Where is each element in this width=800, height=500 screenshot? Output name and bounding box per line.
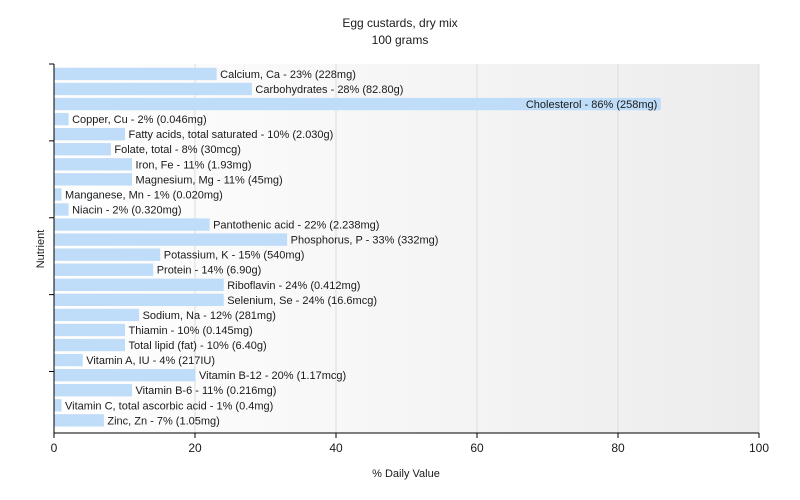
bar-label: Copper, Cu - 2% (0.046mg)	[72, 114, 207, 126]
bar-riboflavin	[54, 278, 224, 291]
bar-selenium-se	[54, 293, 224, 307]
bar-phosphorus-p	[54, 233, 288, 246]
bar-sodium-na	[54, 308, 140, 322]
bar-zinc-zn	[54, 414, 104, 427]
bar-label: Potassium, K - 15% (540mg)	[164, 250, 305, 262]
x-tick-label: 80	[611, 441, 625, 455]
bar-label: Calcium, Ca - 23% (228mg)	[220, 69, 356, 81]
bar-label: Sodium, Na - 12% (281mg)	[143, 310, 276, 322]
bar-cholesterol	[54, 97, 661, 111]
x-tick-label: 20	[188, 441, 202, 455]
bar-label: Riboflavin - 24% (0.412mg)	[227, 280, 360, 292]
bar-label: Vitamin A, IU - 4% (217IU)	[86, 355, 215, 367]
bar-label: Manganese, Mn - 1% (0.020mg)	[65, 189, 223, 201]
bar-manganese-mn	[54, 188, 62, 201]
bar-label: Phosphorus, P - 33% (332mg)	[291, 235, 439, 247]
bar-label: Carbohydrates - 28% (82.80g)	[255, 84, 403, 96]
bar-iron-fe	[54, 158, 133, 171]
bar-copper-cu	[54, 112, 69, 126]
x-axis-label: % Daily Value	[372, 468, 440, 480]
bar-vitamin-c-total-ascorbic-acid	[54, 399, 62, 412]
bar-vitamin-a-iu	[54, 353, 83, 367]
bar-label: Vitamin B-6 - 11% (0.216mg)	[136, 385, 277, 397]
x-tick-labels: 0 20 40 60 80 100	[51, 441, 770, 455]
bar-vitamin-b-6	[54, 384, 133, 397]
bar-carbohydrates	[54, 82, 252, 96]
bar-label: Folate, total - 8% (30mcg)	[114, 144, 241, 156]
chart-subtitle: 100 grams	[372, 33, 429, 47]
bar-label: Zinc, Zn - 7% (1.05mg)	[107, 415, 219, 427]
axes	[49, 63, 760, 438]
chart-title: Egg custards, dry mix	[342, 16, 457, 30]
x-tick-label: 60	[470, 441, 484, 455]
bar-label: Magnesium, Mg - 11% (45mg)	[136, 174, 283, 186]
bar-calcium-ca	[54, 67, 217, 81]
bar-niacin	[54, 203, 69, 216]
bar-label: Protein - 14% (6.90g)	[157, 265, 262, 277]
bar-label: Iron, Fe - 11% (1.93mg)	[136, 159, 252, 171]
bar-potassium-k	[54, 248, 161, 261]
bar-label: Vitamin C, total ascorbic acid - 1% (0.4…	[65, 400, 273, 412]
bar-label: Fatty acids, total saturated - 10% (2.03…	[129, 129, 334, 141]
bar-total-lipid-fat	[54, 338, 125, 352]
x-tick-label: 0	[51, 441, 58, 455]
bar-protein	[54, 263, 154, 276]
bar-fatty-acids-total-saturated	[54, 128, 125, 141]
bar-label: Total lipid (fat) - 10% (6.40g)	[129, 340, 267, 352]
bar-label: Pantothenic acid - 22% (2.238mg)	[213, 220, 379, 232]
bar-label: Cholesterol - 86% (258mg)	[526, 99, 657, 111]
bar-label: Thiamin - 10% (0.145mg)	[129, 325, 253, 337]
bar-label: Selenium, Se - 24% (16.6mcg)	[227, 295, 377, 307]
bars: Calcium, Ca - 23% (228mg) Carbohydrates -…	[54, 67, 661, 427]
bar-folate-total	[54, 143, 111, 156]
bar-thiamin	[54, 323, 125, 337]
bar-label: Niacin - 2% (0.320mg)	[72, 204, 181, 216]
bar-pantothenic-acid	[54, 218, 210, 231]
bar-vitamin-b-12	[54, 368, 196, 382]
bar-label: Vitamin B-12 - 20% (1.17mcg)	[199, 370, 346, 382]
x-tick-label: 100	[749, 441, 769, 455]
bar-magnesium-mg	[54, 173, 133, 186]
x-tick-label: 40	[329, 441, 343, 455]
y-axis-label: Nutrient	[35, 230, 47, 269]
